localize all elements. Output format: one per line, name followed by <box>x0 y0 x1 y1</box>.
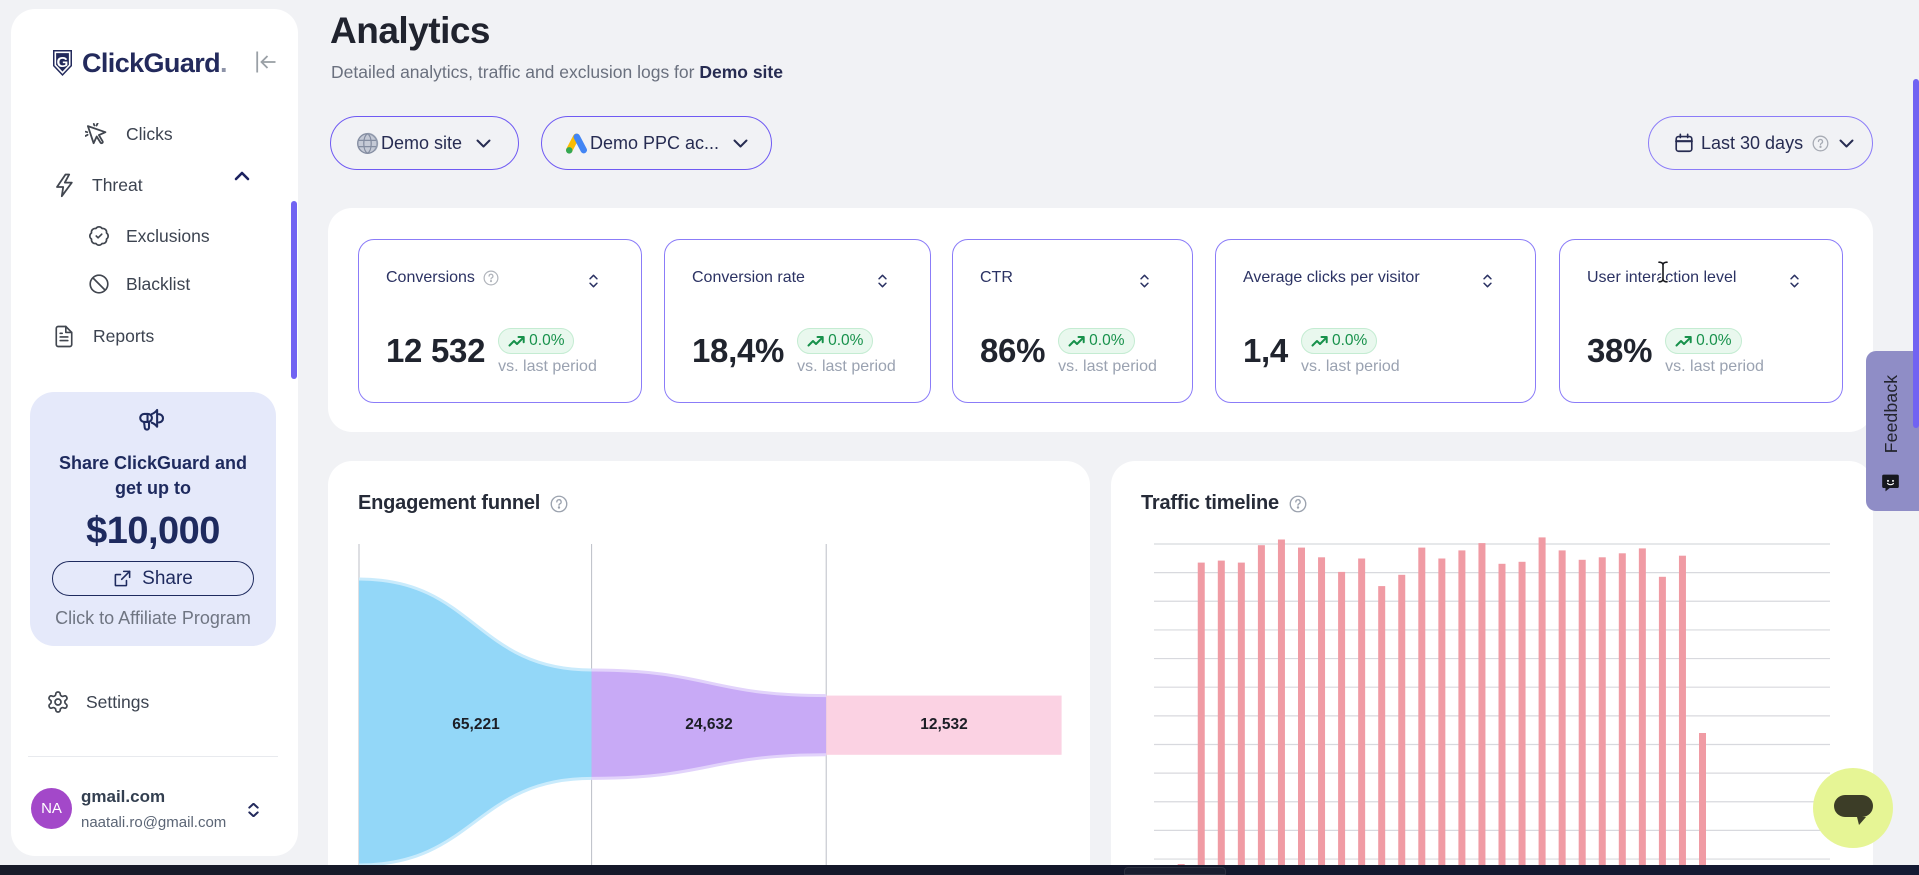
svg-text:65,221: 65,221 <box>452 716 500 733</box>
svg-text:G: G <box>57 54 69 71</box>
svg-text:24,632: 24,632 <box>685 716 732 733</box>
svg-text:12,532: 12,532 <box>920 716 967 733</box>
